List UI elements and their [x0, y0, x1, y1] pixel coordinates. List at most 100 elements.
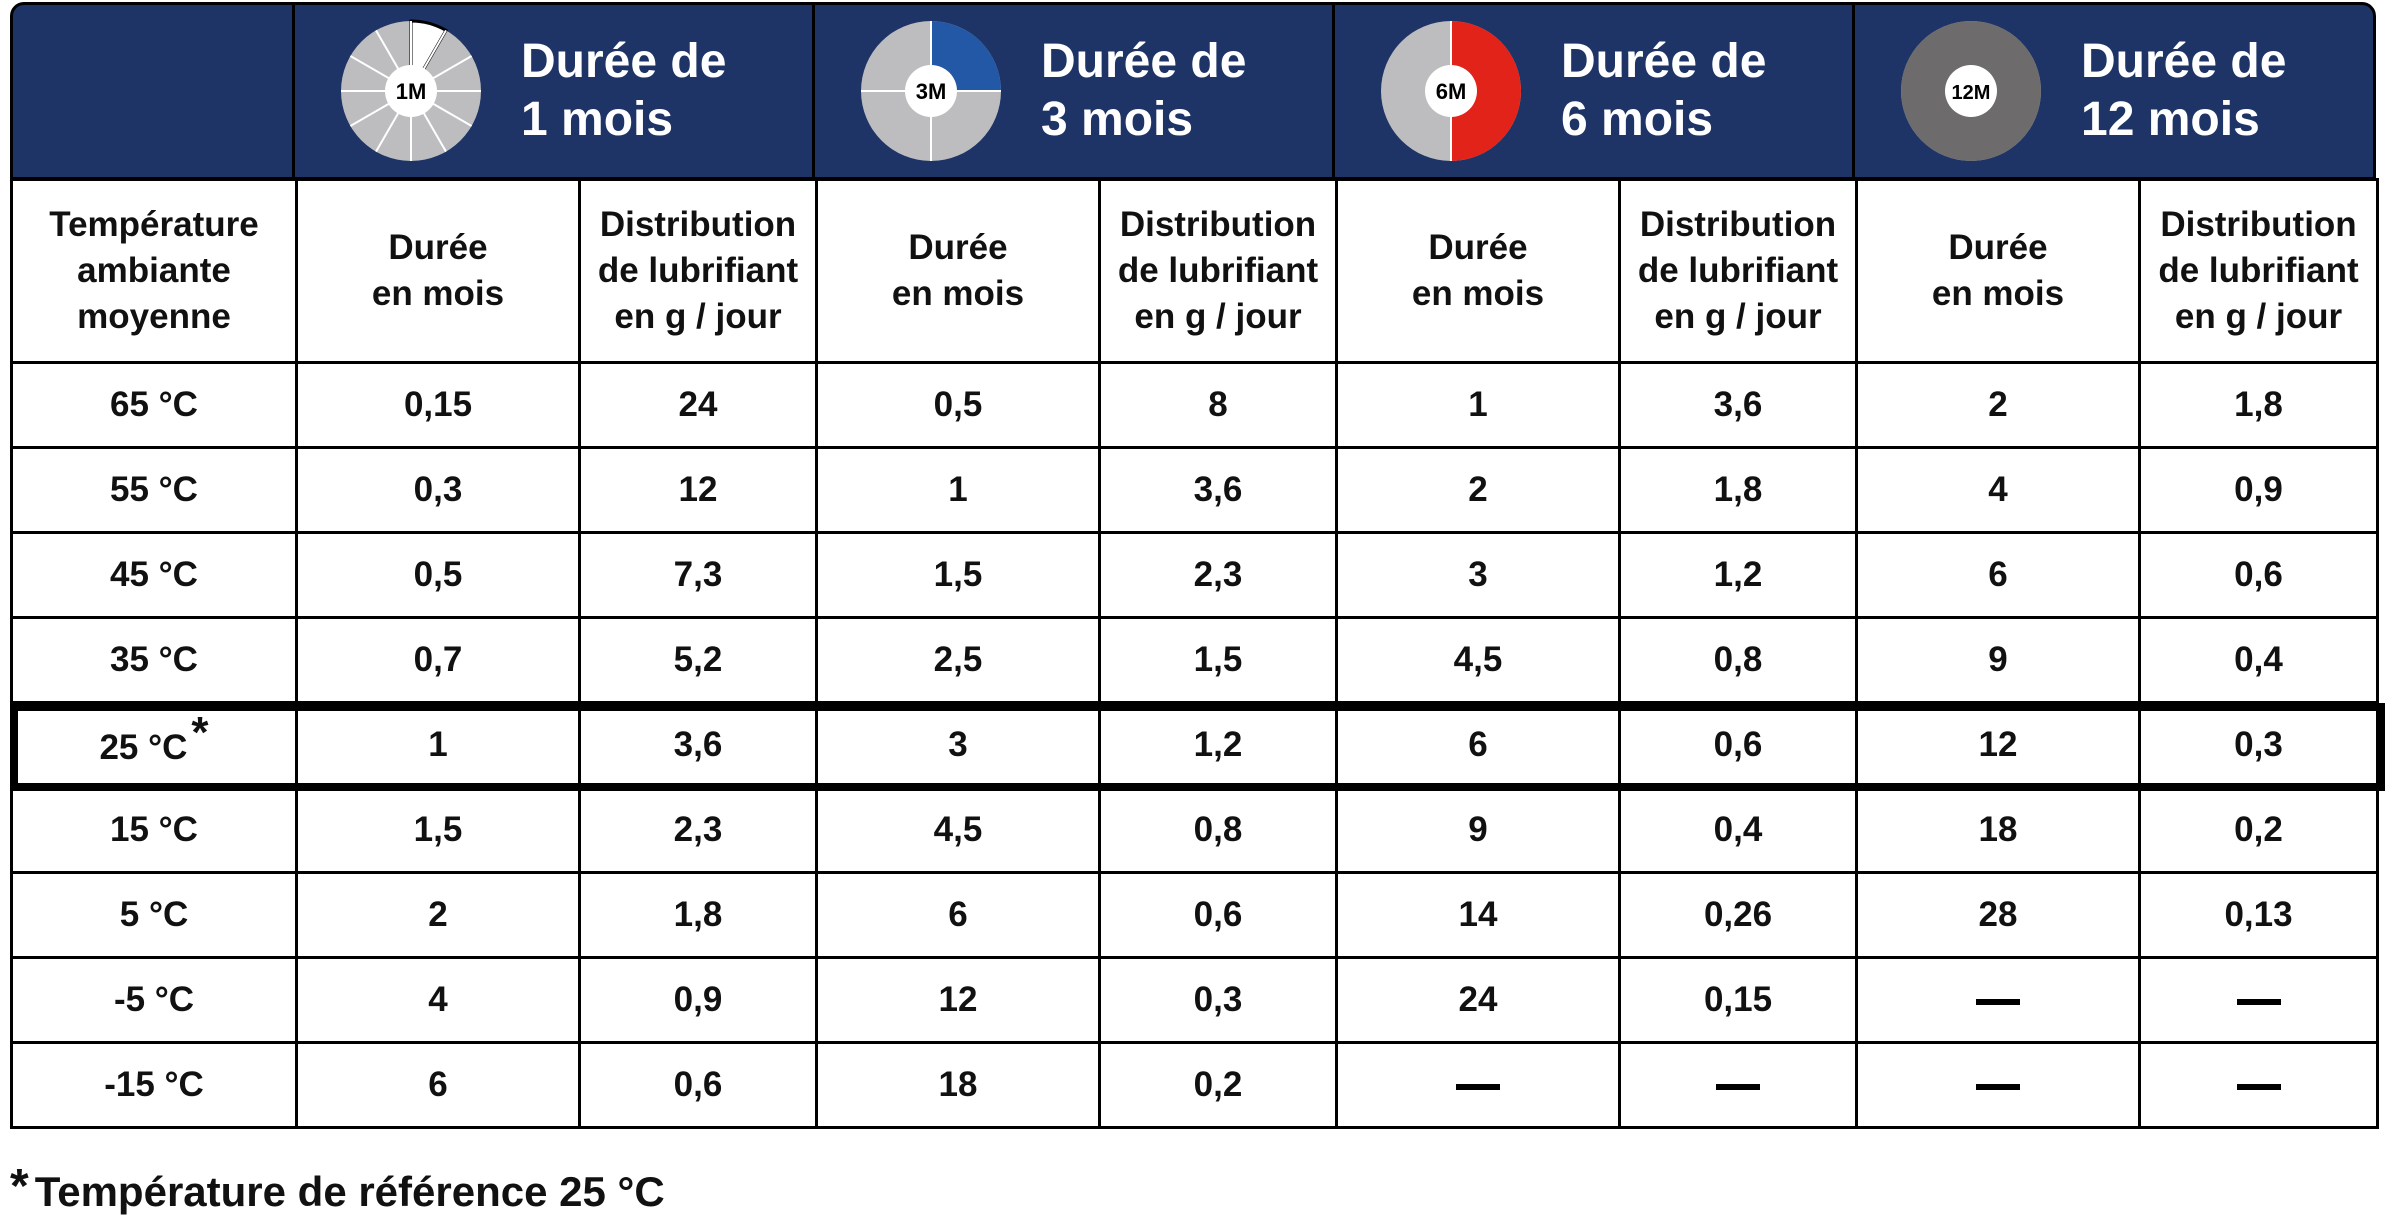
duration-cell: 2 — [1335, 446, 1621, 534]
header-title-line2: 6 mois — [1561, 93, 1714, 146]
distribution-cell: 0,9 — [2138, 446, 2379, 534]
cell-value: 6 — [948, 895, 968, 934]
duration-cell: 9 — [1855, 616, 2141, 704]
duration-cell: 0,5 — [295, 531, 581, 619]
header-1-month: 1M Durée de 1 mois — [292, 2, 815, 180]
table-row: 65 °C 0,15 24 0,5 8 1 3,6 2 1,8 — [10, 361, 2379, 449]
distribution-cell: 2,3 — [1098, 531, 1338, 619]
header-12-months: 12M Durée de 12 mois — [1852, 2, 2376, 180]
cell-value: 0,8 — [1713, 640, 1763, 679]
not-applicable-dash — [1976, 1083, 2020, 1090]
temperature-cell: 5 °C — [10, 871, 298, 959]
distribution-cell: 0,6 — [1618, 701, 1858, 789]
table-row: 15 °C 1,5 2,3 4,5 0,8 9 0,4 18 0,2 — [10, 786, 2379, 874]
table-row: 25 °C* 1 3,6 3 1,2 6 0,6 12 0,3 — [10, 701, 2379, 789]
cell-value: 1,5 — [933, 555, 983, 594]
subheader-distribution: Distribution de lubrifiant en g / jour — [1618, 178, 1858, 364]
subheader-text: Durée — [908, 228, 1008, 267]
duration-cell: 0,15 — [295, 361, 581, 449]
cell-value: 24 — [678, 385, 718, 424]
reference-asterisk: * — [191, 708, 209, 757]
subheader-text: de lubrifiant — [2158, 251, 2359, 290]
subheader-text: Distribution — [1639, 205, 1837, 244]
duration-cell: 3 — [1335, 531, 1621, 619]
distribution-cell — [2138, 956, 2379, 1044]
duration-cell: 6 — [815, 871, 1101, 959]
duration-cell: 6 — [1855, 531, 2141, 619]
duration-cell — [1335, 1041, 1621, 1129]
duration-cell: 9 — [1335, 786, 1621, 874]
dial-center — [905, 65, 957, 117]
cell-value: 0,7 — [413, 640, 463, 679]
cell-value: 0,2 — [1193, 1065, 1243, 1104]
cell-value: 4,5 — [933, 810, 983, 849]
table-row: 35 °C 0,7 5,2 2,5 1,5 4,5 0,8 9 0,4 — [10, 616, 2379, 704]
header-title-line2: 3 mois — [1041, 93, 1194, 146]
cell-value: 0,4 — [1713, 810, 1763, 849]
temperature-cell: -5 °C — [10, 956, 298, 1044]
distribution-cell: 0,8 — [1098, 786, 1338, 874]
cell-value: 2 — [1468, 470, 1488, 509]
subheader-text: Durée — [1428, 228, 1528, 267]
cell-value: 0,6 — [1713, 725, 1763, 764]
header-title-line2: 12 mois — [2081, 93, 2260, 146]
cell-value: 0,6 — [1193, 895, 1243, 934]
footnote-star: * — [10, 1160, 29, 1213]
subheader-temperature: Température ambiante moyenne — [10, 178, 298, 364]
cell-value: 9 — [1988, 640, 2008, 679]
subheader-text: Durée — [388, 228, 488, 267]
header-6-months: 6M Durée de 6 mois — [1332, 2, 1855, 180]
duration-cell: 2 — [295, 871, 581, 959]
distribution-cell: 0,2 — [1098, 1041, 1338, 1129]
cell-value: 18 — [1978, 810, 2018, 849]
subheader-duration: Durée en mois — [815, 178, 1101, 364]
cell-value: 2,5 — [933, 640, 983, 679]
temperature-value: 35 °C — [110, 640, 198, 679]
temperature-cell: 15 °C — [10, 786, 298, 874]
cell-value: 1,5 — [413, 810, 463, 849]
duration-cell: 4,5 — [815, 786, 1101, 874]
dial-12m-icon: 12M — [1895, 15, 2047, 167]
dial-badge-label: 3M — [916, 79, 947, 104]
cell-value: 1,2 — [1193, 725, 1243, 764]
duration-cell — [1855, 1041, 2141, 1129]
temperature-cell: -15 °C — [10, 1041, 298, 1129]
distribution-cell: 0,15 — [1618, 956, 1858, 1044]
temperature-value: 45 °C — [110, 555, 198, 594]
distribution-cell: 5,2 — [578, 616, 818, 704]
header-title-line1: Durée de — [1561, 35, 1767, 88]
cell-value: 12 — [1978, 725, 2018, 764]
distribution-cell: 2,3 — [578, 786, 818, 874]
cell-value: 1 — [948, 470, 968, 509]
temperature-value: 55 °C — [110, 470, 198, 509]
header-title-line2: 1 mois — [521, 93, 674, 146]
temperature-value: 25 °C — [99, 728, 188, 767]
table-row: -15 °C 6 0,6 18 0,2 — [10, 1041, 2379, 1129]
distribution-cell: 3,6 — [1618, 361, 1858, 449]
table-row: -5 °C 4 0,9 12 0,3 24 0,15 — [10, 956, 2379, 1044]
temperature-value: 5 °C — [119, 895, 189, 934]
subheader-text: en g / jour — [1654, 297, 1822, 336]
duration-cell: 1 — [1335, 361, 1621, 449]
distribution-cell: 1,2 — [1618, 531, 1858, 619]
cell-value: 1,5 — [1193, 640, 1243, 679]
distribution-cell: 0,3 — [1098, 956, 1338, 1044]
subheader-text: en mois — [1931, 274, 2065, 313]
cell-value: 3,6 — [1193, 470, 1243, 509]
not-applicable-dash — [1456, 1083, 1500, 1090]
cell-value: 3 — [1468, 555, 1488, 594]
subheader-text: Température — [49, 205, 259, 244]
subheader-text: en g / jour — [614, 297, 782, 336]
header-row: 1M Durée de 1 mois 3M Durée de 3 mois 6M… — [10, 2, 2376, 180]
cell-value: 28 — [1978, 895, 2018, 934]
cell-value: 1,8 — [1713, 470, 1763, 509]
distribution-cell: 0,26 — [1618, 871, 1858, 959]
cell-value: 0,9 — [2234, 470, 2283, 509]
dial-6m-icon: 6M — [1375, 15, 1527, 167]
cell-value: 0,2 — [2234, 810, 2283, 849]
dial-center — [1945, 65, 1997, 117]
duration-cell: 3 — [815, 701, 1101, 789]
distribution-cell: 0,13 — [2138, 871, 2379, 959]
cell-value: 3,6 — [1713, 385, 1763, 424]
duration-cell: 18 — [1855, 786, 2141, 874]
